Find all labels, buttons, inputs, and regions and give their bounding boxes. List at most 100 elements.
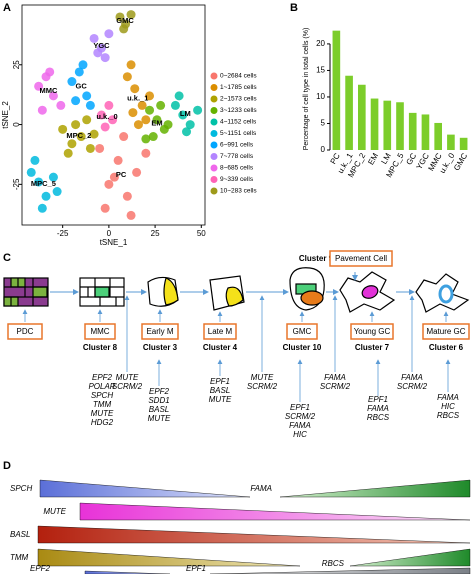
stage-box [286, 323, 318, 340]
marker-gene: MUTE [116, 373, 139, 382]
legend-swatch [210, 153, 218, 160]
marker-gene: HIC [293, 430, 307, 439]
point [48, 172, 58, 182]
point [71, 96, 81, 106]
gene-label: FAMA [250, 484, 272, 493]
marker-gene: EPF2 [92, 373, 113, 382]
marker-gene: SDD1 [148, 396, 169, 405]
pavement-box [329, 250, 393, 267]
bar [434, 122, 442, 150]
x-tick-label: 25 [151, 229, 160, 238]
y-tick-label: 25 [12, 60, 21, 69]
bar [370, 98, 379, 150]
stage-cluster: Cluster 4 [203, 343, 238, 352]
point [109, 172, 119, 182]
legend-swatch [210, 95, 218, 103]
y-axis-label: tSNE_2 [1, 101, 10, 129]
point [82, 91, 92, 101]
gene-label: RBCS [322, 559, 345, 568]
point [104, 100, 114, 110]
cell-icons [3, 267, 470, 313]
x-tick-label: -25 [57, 229, 69, 238]
legend-label: 7~778 cells [220, 153, 254, 160]
legend-label: 3~1233 cells [220, 107, 257, 114]
marker-gene: FAMA [324, 373, 346, 382]
marker-gene: RBCS [437, 411, 460, 420]
point [174, 91, 184, 101]
marker-gene: RBCS [367, 413, 390, 422]
marker-arrows [22, 295, 451, 402]
young-gc-nucleus [361, 285, 379, 299]
cluster-label: u.k._0 [96, 112, 117, 121]
cluster-label: MPC_5 [31, 179, 56, 188]
stage-cluster: Cluster 10 [283, 343, 322, 352]
bar [345, 75, 353, 150]
stage-cluster: Cluster 3 [143, 343, 178, 352]
legend-label: 2~1573 cells [220, 96, 257, 103]
legend-swatch [210, 187, 218, 195]
marker-gene: SCRM/2 [285, 412, 316, 421]
panel-label: C [3, 252, 11, 264]
legend-swatch [210, 84, 218, 91]
point [141, 115, 151, 125]
point [152, 115, 162, 125]
cluster-label: GMC [116, 16, 134, 25]
x-axis-label: tSNE_1 [100, 238, 128, 247]
legend-label: 5~1151 cells [220, 130, 257, 137]
bar [396, 102, 404, 150]
plot-frame [21, 4, 206, 226]
point [145, 105, 155, 115]
legend-swatch [210, 130, 218, 137]
mature-gc-icon [415, 273, 470, 313]
y-tick-label: 10 [316, 92, 325, 101]
point [122, 72, 132, 82]
panel-label: B [290, 2, 298, 14]
point [85, 143, 95, 153]
cluster-label: PC [116, 170, 127, 179]
stage-box [203, 323, 237, 340]
marker-gene: FAMA [367, 404, 389, 413]
stage-box [422, 323, 470, 340]
gmc-nucleus [300, 290, 324, 306]
gene-label: SPCH [10, 484, 32, 493]
point [34, 81, 44, 91]
marker-gene: MUTE [91, 409, 114, 418]
bar [421, 114, 430, 150]
point [115, 12, 125, 22]
marker-gene: EPF2 [149, 387, 170, 396]
point [48, 91, 58, 101]
legend-swatch [210, 72, 218, 80]
bar [332, 30, 341, 150]
point [67, 77, 77, 87]
stage-cluster: Cluster 6 [429, 343, 464, 352]
legend-swatch [210, 107, 218, 114]
legend-label: 6~991 cells [220, 142, 254, 149]
point [182, 127, 192, 137]
point [128, 108, 138, 118]
stage-label: Early M [146, 327, 173, 336]
marker-gene: MUTE [209, 395, 232, 404]
point [113, 155, 123, 165]
bar [358, 84, 366, 150]
point [126, 210, 136, 220]
panel-label: D [3, 460, 11, 472]
x-tick-label: GMC [452, 151, 469, 172]
stage-cluster: Cluster 8 [83, 343, 118, 352]
gene-label: EPF1 [186, 564, 206, 573]
stage-box [141, 323, 179, 340]
early-m-meristemoid [163, 277, 179, 306]
marker-gene: SCRM/2 [112, 382, 143, 391]
point [122, 191, 132, 201]
stage-box [84, 323, 116, 340]
late-m-meristemoid [225, 286, 244, 307]
point [193, 105, 203, 115]
stage-label: PDC [17, 327, 34, 336]
point [133, 120, 143, 130]
cluster-label: GC [76, 82, 88, 91]
marker-gene: SCRM/2 [320, 382, 351, 391]
legend-label: 0~2684 cells [220, 73, 257, 80]
legend-swatch [210, 141, 218, 149]
legend-label: 1~1785 cells [220, 84, 257, 91]
point [100, 53, 110, 63]
x-tick-label: 50 [197, 229, 206, 238]
